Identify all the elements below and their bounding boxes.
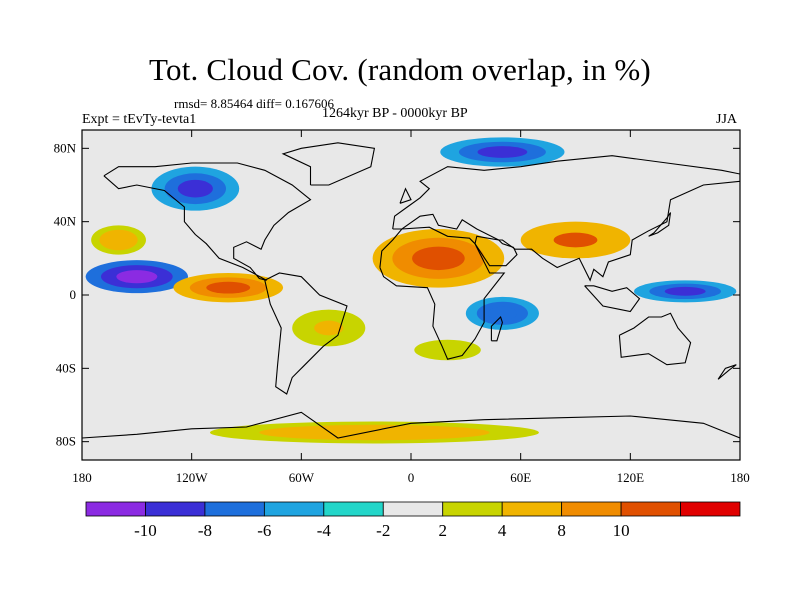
colorbar-swatch — [382, 501, 444, 517]
colorbar-swatch — [620, 501, 681, 517]
lon-tick-label: 0 — [408, 470, 415, 485]
coastlines — [82, 142, 740, 439]
coastline-path — [584, 285, 641, 313]
coastline-path — [103, 162, 312, 281]
lon-tick-label: 180 — [72, 470, 92, 485]
anomaly-field — [82, 130, 740, 460]
anomaly-blob — [116, 270, 158, 284]
coastline-path — [399, 187, 412, 204]
colorbar-swatch — [145, 501, 206, 517]
anomaly-blob — [107, 234, 130, 246]
experiment-label: Expt = tEvTy-tevta1 — [82, 112, 197, 127]
coastline-path — [392, 155, 740, 282]
colorbar-label: -8 — [198, 521, 212, 540]
coastline-path — [281, 142, 376, 186]
axis-ticks: 80N 40N 0 40S 80S 180 120W 60W 0 60E 120E 180 — [54, 130, 750, 485]
coastline-path — [379, 226, 506, 360]
colorbar-label: -6 — [257, 521, 271, 540]
anomaly-blob — [314, 320, 344, 336]
anomaly-blob — [412, 246, 465, 271]
lat-tick-label: 80S — [56, 434, 76, 449]
anomaly-blob — [177, 179, 213, 198]
season-label: JJA — [716, 112, 738, 127]
colorbar-label: 2 — [438, 521, 447, 540]
anomaly-blob — [206, 281, 251, 294]
lat-tick-label: 40S — [56, 360, 76, 375]
colorbar-label: -4 — [317, 521, 332, 540]
colorbar-label: 4 — [498, 521, 507, 540]
coastline-path — [490, 315, 503, 342]
lat-tick-label: 40N — [54, 214, 77, 229]
coastline-path — [717, 364, 737, 380]
colorbar-label: 10 — [613, 521, 630, 540]
colorbar-swatch — [680, 501, 741, 517]
coastline-path — [264, 272, 348, 395]
anomaly-blob — [553, 232, 598, 248]
colorbar-swatch — [263, 501, 325, 517]
lat-tick-label: 80N — [54, 140, 77, 155]
lon-tick-label: 60E — [510, 470, 531, 485]
colorbar-swatch — [204, 501, 265, 517]
anomaly-blob — [487, 306, 518, 320]
anomaly-blob — [428, 344, 467, 356]
lon-tick-label: 120W — [176, 470, 209, 485]
anomaly-blob — [477, 146, 528, 158]
colorbar-label: 8 — [557, 521, 566, 540]
lon-tick-label: 60W — [289, 470, 315, 485]
colorbar-label: -2 — [376, 521, 390, 540]
anomaly-blob — [308, 428, 441, 437]
lat-tick-label: 0 — [70, 287, 77, 302]
colorbar-swatch — [442, 501, 503, 517]
coastline-path — [474, 235, 518, 267]
period-text: 1264kyr BP - 0000kyr BP — [322, 106, 468, 121]
colorbar-label: -10 — [134, 521, 157, 540]
stats-text: rmsd= 8.85464 diff= 0.167606 — [174, 96, 334, 111]
coastline-path — [618, 312, 692, 366]
lon-tick-label: 120E — [617, 470, 645, 485]
coastline-path — [648, 212, 672, 237]
anomaly-blob — [664, 286, 706, 296]
colorbar-swatch — [561, 501, 622, 517]
lon-tick-label: 180 — [730, 470, 750, 485]
coastline-path — [82, 411, 740, 439]
plot-title: Tot. Cloud Cov. (random overlap, in %) — [149, 52, 651, 87]
colorbar-swatch — [501, 501, 563, 517]
colorbar-swatch — [85, 501, 146, 517]
colorbar: -10 -8 -6 -4 -2 2 4 8 10 — [85, 501, 741, 540]
colorbar-swatch — [323, 501, 384, 517]
